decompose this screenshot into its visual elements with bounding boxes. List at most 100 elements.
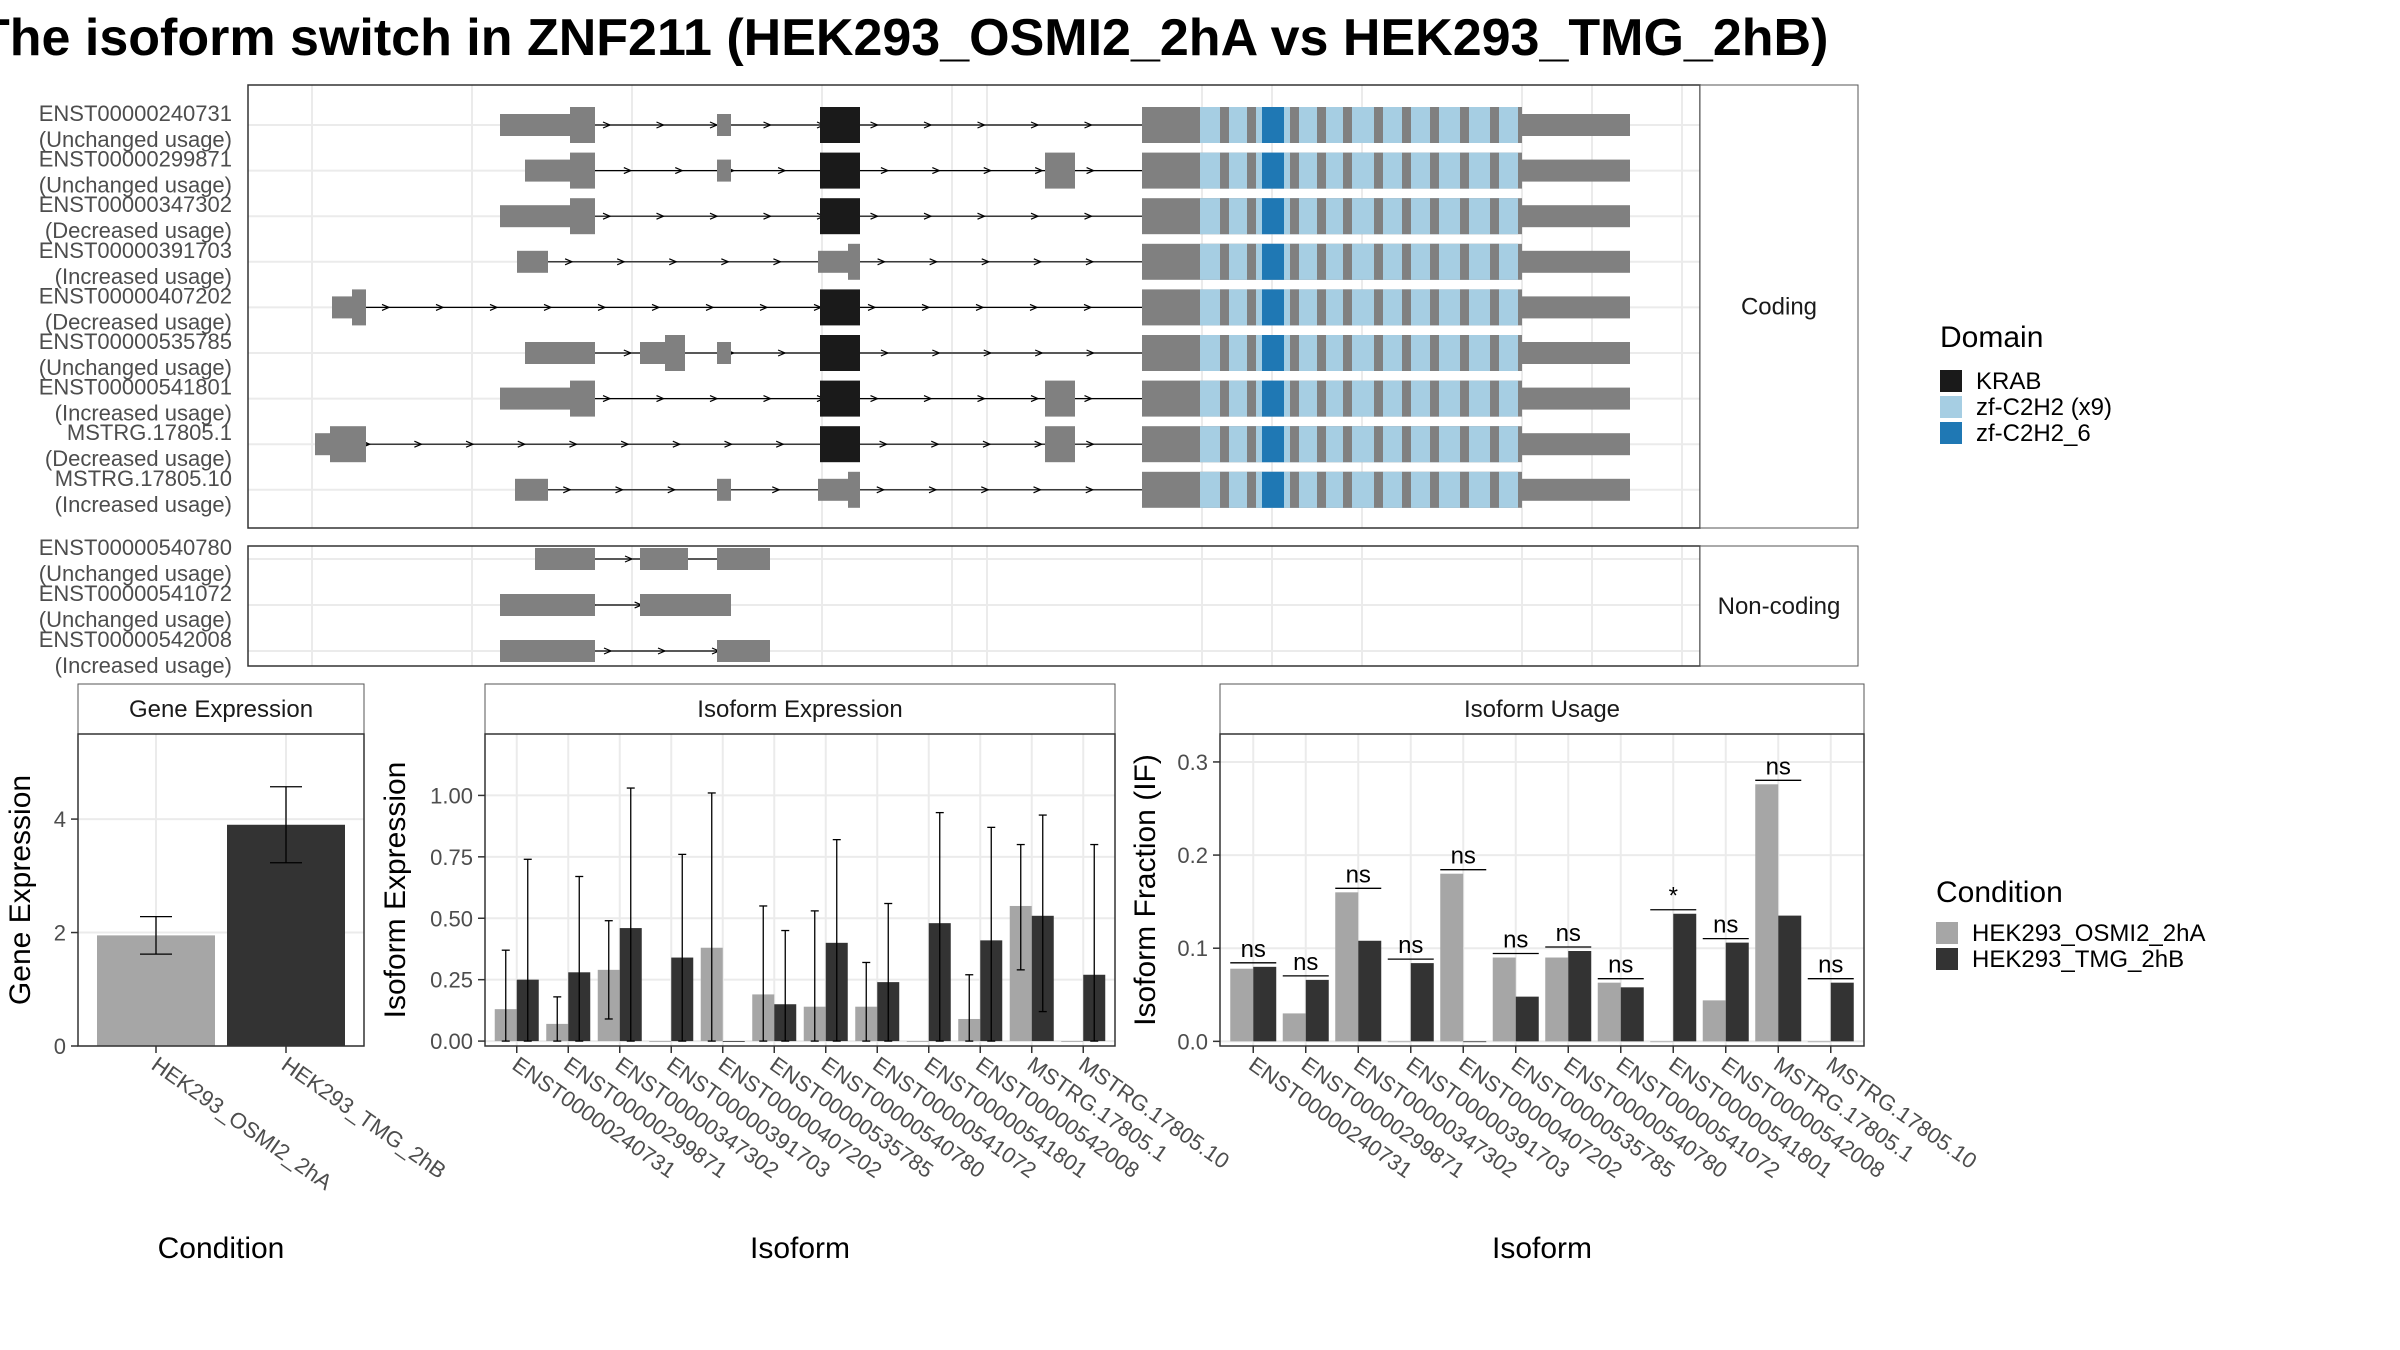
intron-arrow [870,395,880,403]
intron-arrow [564,258,574,266]
exon-block [640,342,665,364]
transcript-usage-label: (Increased usage) [55,264,232,289]
exon-block [1045,426,1075,463]
bar [1515,996,1539,1042]
exon-block [717,548,770,570]
exon-block [717,342,731,364]
domain-gap [1460,198,1469,235]
zf-c2h2-6-domain [1262,471,1284,508]
domain-gap [1317,380,1326,417]
exon-block [570,380,595,417]
bar [1650,1041,1674,1043]
bar [1061,1041,1084,1042]
intron-arrow [1034,440,1044,448]
intron-arrow [983,167,993,175]
transcript-id-label: ENST00000542008 [39,627,232,652]
domain-gap [1402,289,1411,326]
utr-block [1522,250,1630,273]
intron-arrow [870,212,880,220]
y-tick-label: 0 [54,1034,66,1059]
y-tick-label: 4 [54,807,66,832]
domain-gap [1247,335,1256,371]
domain-gap [1374,471,1383,508]
domain-gap [1490,471,1499,508]
domain-gap [1290,152,1299,189]
exon-block [570,198,595,235]
domain-gap [1402,107,1411,143]
intron-arrow [563,486,572,494]
domain-gap [1220,471,1229,508]
intron-arrow [777,349,787,357]
intron-arrow [602,395,612,403]
intron-arrow [879,440,889,448]
intron-arrow [414,440,423,448]
krab-domain [820,426,860,463]
exon-block [500,594,595,616]
intron-arrow [880,349,890,357]
coding-strip-label: Coding [1741,294,1817,321]
condition-legend-label: HEK293_OSMI2_2hA [1972,920,2205,947]
intron-arrow [1030,212,1040,220]
panel-strip [1219,683,1865,735]
intron-arrow [602,121,612,129]
significance-label: ns [1503,927,1528,954]
transcript-id-label: ENST00000407202 [39,283,232,308]
y-tick-label: 0.0 [1177,1029,1208,1054]
domain-gap [1430,289,1439,326]
domain-gap [1460,426,1469,463]
transcript-id-label: ENST00000391703 [39,238,232,263]
y-tick-label: 0.75 [430,845,473,870]
y-tick-label: 0.25 [430,968,473,993]
domain-gap [1490,198,1499,235]
exon-block [525,342,595,364]
bar [1755,784,1779,1042]
domain-gap [1220,426,1229,463]
transcript-id-label: MSTRG.17805.1 [67,420,232,445]
domain-gap [1220,198,1229,235]
exon-block [640,594,731,616]
significance-label: ns [1241,936,1266,963]
y-axis-title: Isoform Expression [379,762,412,1019]
bar [1440,873,1464,1042]
domain-gap [1374,380,1383,417]
bar [1387,1041,1411,1043]
intron-arrow [876,486,886,494]
intron-arrow [1086,440,1095,448]
zf-c2h2-6-domain [1262,380,1284,417]
exon-block [717,114,731,136]
exon-block [717,478,731,501]
bar [1597,982,1621,1042]
transcript-model-MSTRG.17805.1 [315,426,1630,463]
transcript-usage-label: (Decreased usage) [45,446,232,471]
transcript-usage-label: (Unchanged usage) [39,173,232,198]
bar [1410,963,1434,1042]
transcript-usage-label: (Increased usage) [55,653,232,678]
domain-legend-key [1940,422,1962,444]
domain-gap [1290,198,1299,235]
intron-arrow [923,121,933,129]
exon-block [515,478,548,501]
krab-domain [820,380,860,417]
domain-gap [1220,107,1229,143]
domain-gap [1317,289,1326,326]
y-tick-label: 0.00 [430,1029,473,1054]
bar [1335,892,1359,1042]
intron-arrow [977,121,987,129]
intron-arrow [977,395,987,403]
domain-gap [1290,335,1299,371]
intron-arrow [1084,395,1094,403]
intron-arrow [1085,486,1095,494]
intron-arrow [977,212,987,220]
domain-gap [1220,335,1229,371]
domain-gap [1374,335,1383,371]
transcript-model-ENST00000541072 [500,594,731,616]
intron-arrow [772,486,781,494]
intron-arrow [1030,395,1040,403]
krab-domain [820,289,860,326]
transcript-model-ENST00000299871 [525,152,1630,189]
panel-title: Gene Expression [129,696,313,723]
utr-block [818,478,848,501]
domain-gap [1247,471,1256,508]
intron-arrow [931,440,940,448]
exon-block [500,205,570,228]
